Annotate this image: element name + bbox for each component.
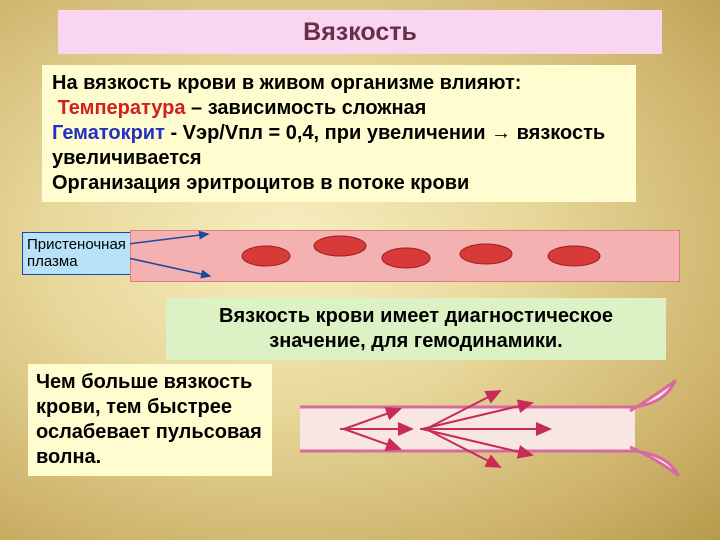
pulse-diagram [300,375,690,485]
factors-hematocrit-label: Гематокрит [52,122,165,144]
title-text: Вязкость [303,18,417,47]
factors-intro: На вязкость крови в живом организме влия… [52,72,521,94]
factors-organization: Организация эритроцитов в потоке крови [52,172,469,194]
factors-temperature-label: Температура [58,97,186,119]
diagnostic-box: Вязкость крови имеет диагностическое зна… [166,298,666,360]
slide-root: Вязкость На вязкость крови в живом орган… [0,0,720,540]
factors-box: На вязкость крови в живом организме влия… [42,65,636,202]
plasma-label: Пристеночная плазма [22,232,132,275]
factors-temperature-rest: – зависимость сложная [185,97,426,119]
vessel-diagram [130,230,680,282]
pulse-text-box: Чем больше вязкость крови, тем быстрее о… [28,364,272,476]
title-bar: Вязкость [58,10,662,54]
